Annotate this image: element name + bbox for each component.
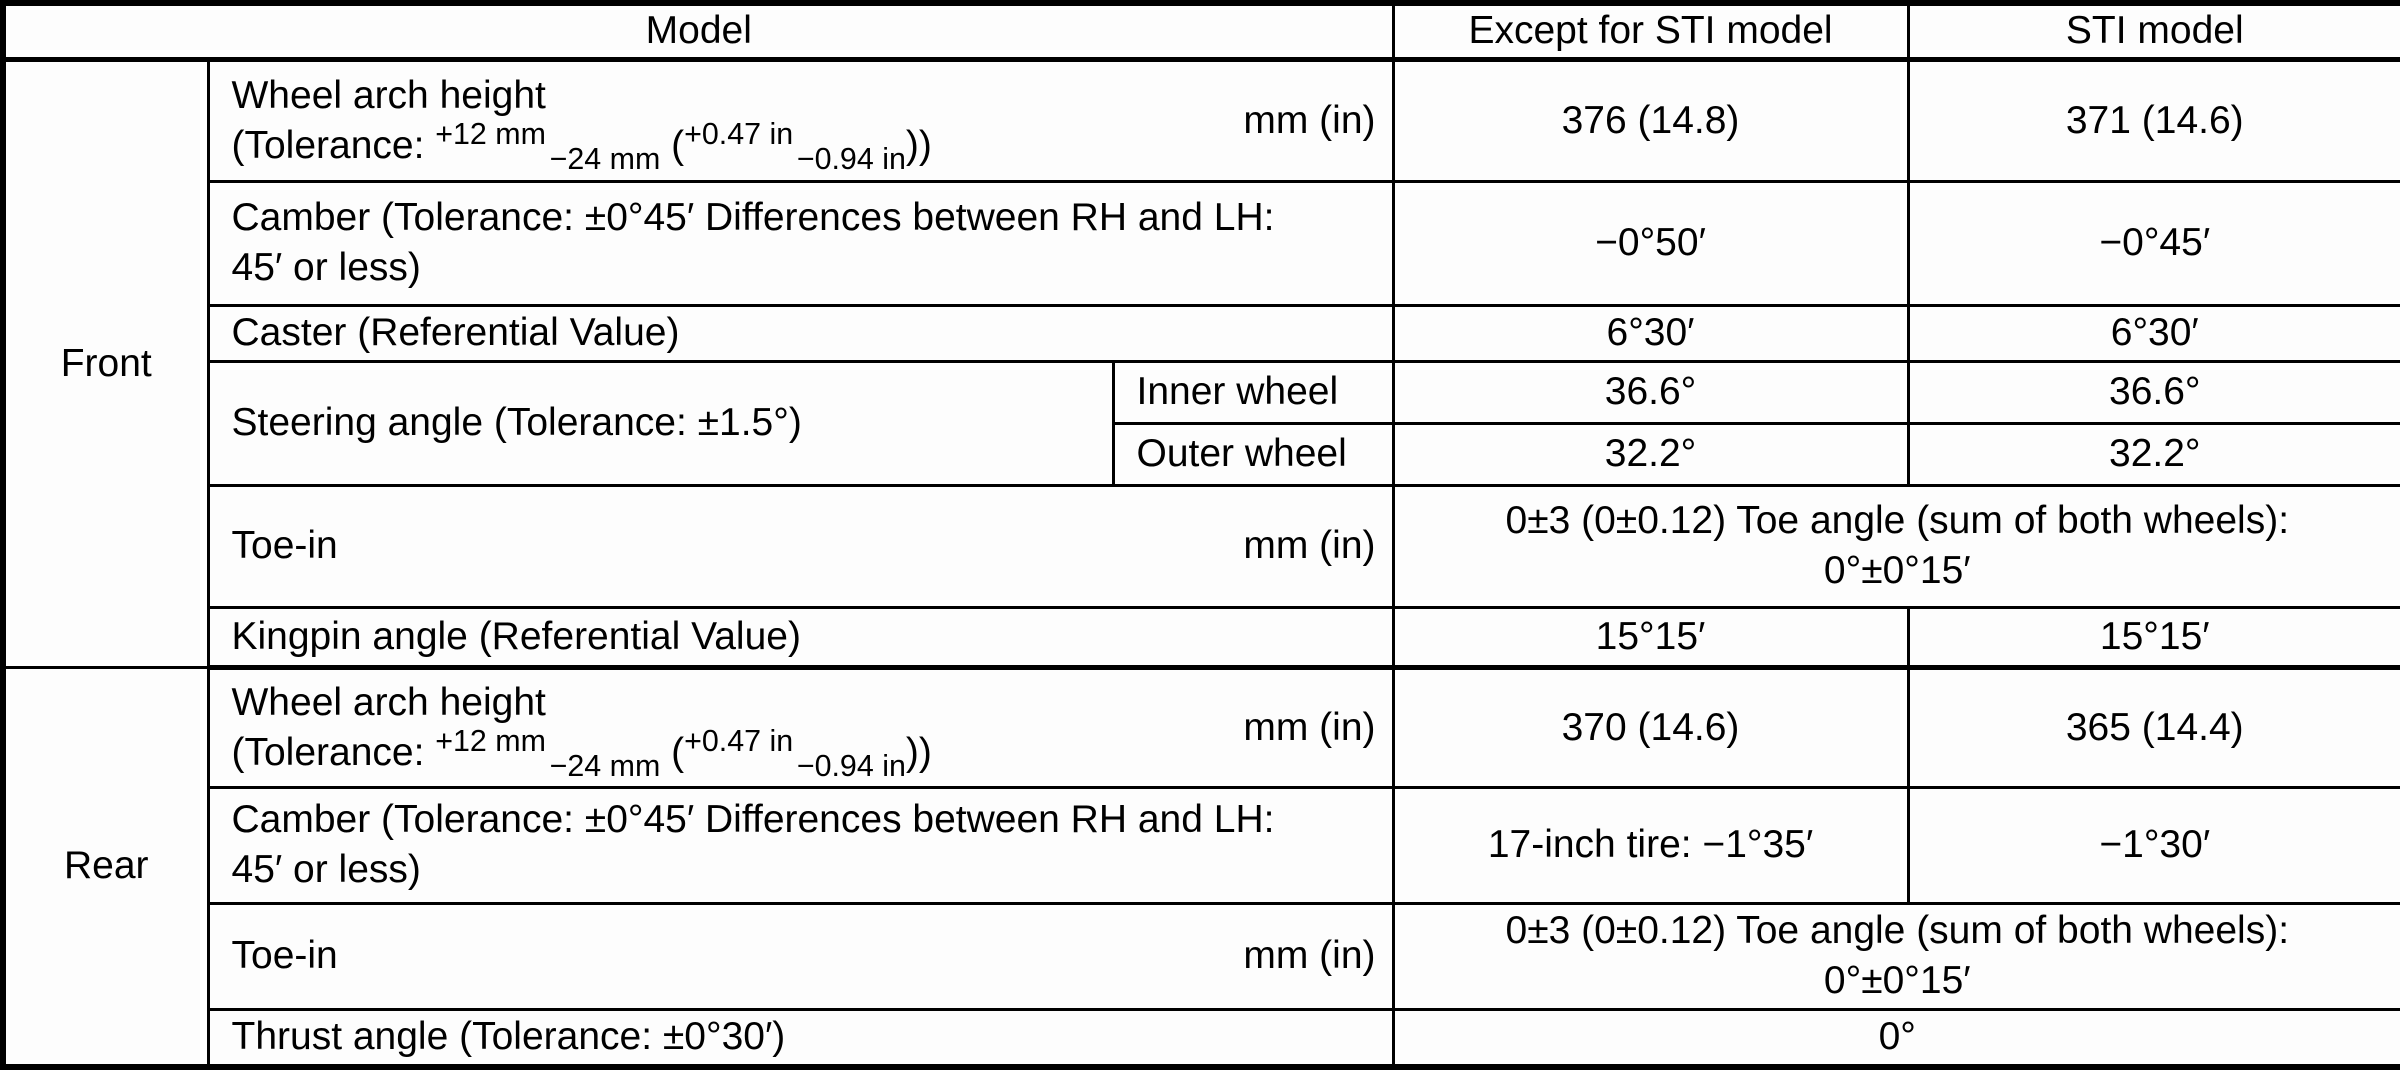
front-steering-inner-value-sti: 36.6°	[1906, 359, 2400, 425]
front-toe-in-label: Toe-in	[231, 524, 338, 568]
front-caster-value-std: 6°30′	[1391, 303, 1910, 363]
front-steering-inner-value-std: 36.6°	[1391, 359, 1910, 425]
rear-wheel-arch-label: Wheel arch height (Tolerance: +12 mm−24 …	[231, 678, 932, 784]
front-wheel-arch-title: Wheel arch height	[231, 73, 546, 117]
rear-wheel-arch-title: Wheel arch height	[231, 680, 546, 724]
front-caster-value-sti: 6°30′	[1906, 303, 2400, 363]
front-toe-in-label-cell: Toe-in mm (in)	[206, 483, 1395, 609]
rear-section-label-cell: Rear	[1, 665, 210, 1069]
front-kingpin-label: Kingpin angle (Referential Value)	[231, 614, 801, 658]
header-model-cell: Model	[1, 1, 1395, 62]
front-caster-row: Caster (Referential Value) 6°30′ 6°30′	[3, 303, 2400, 363]
front-steering-outer-label-cell: Outer wheel	[1111, 421, 1395, 487]
front-wheel-arch-tolerance: (Tolerance: +12 mm−24 mm (+0.47 in−0.94 …	[231, 116, 932, 177]
rear-wheel-arch-row: Rear Wheel arch height (Tolerance: +12 m…	[1, 665, 2400, 1069]
header-except-sti-cell: Except for STI model	[1391, 1, 1910, 62]
front-toe-in-unit: mm (in)	[1243, 524, 1376, 568]
header-sti-cell: STI model	[1906, 1, 2400, 62]
rear-wheel-arch-value-std: 370 (14.6)	[1391, 665, 1910, 789]
front-steering-inner-row: Steering angle (Tolerance: ±1.5°) Inner …	[3, 359, 2400, 487]
rear-wheel-arch-tolerance: (Tolerance: +12 mm−24 mm (+0.47 in−0.94 …	[231, 723, 932, 784]
front-steering-outer-value-std: 32.2°	[1391, 421, 1910, 487]
rear-toe-in-value: 0±3 (0±0.12) Toe angle (sum of both whee…	[1391, 901, 2400, 1011]
front-caster-label-cell: Caster (Referential Value)	[206, 303, 1395, 363]
front-wheel-arch-unit: mm (in)	[1243, 98, 1376, 142]
rear-thrust-value: 0°	[1391, 1007, 2400, 1069]
rear-camber-label: Camber (Tolerance: ±0°45′ Differences be…	[231, 798, 1275, 891]
rear-camber-label-cell: Camber (Tolerance: ±0°45′ Differences be…	[206, 785, 1395, 905]
rear-toe-in-label-cell: Toe-in mm (in)	[206, 901, 1395, 1011]
front-wheel-arch-value-sti: 371 (14.6)	[1906, 57, 2400, 183]
front-wheel-arch-row: Front Wheel arch height (Tolerance: +12 …	[1, 57, 2400, 669]
front-caster-label: Caster (Referential Value)	[231, 311, 680, 355]
rear-thrust-row: Thrust angle (Tolerance: ±0°30′) 0°	[3, 1007, 2400, 1069]
front-camber-label-cell: Camber (Tolerance: ±0°45′ Differences be…	[206, 179, 1395, 307]
front-camber-value-std: −0°50′	[1391, 179, 1910, 307]
rear-wheel-arch-unit: mm (in)	[1243, 705, 1376, 749]
front-steering-outer-label: Outer wheel	[1136, 432, 1347, 476]
front-camber-value-sti: −0°45′	[1906, 179, 2400, 307]
front-steering-label: Steering angle (Tolerance: ±1.5°)	[231, 401, 802, 445]
header-sti-label: STI model	[2065, 9, 2244, 53]
rear-thrust-label-cell: Thrust angle (Tolerance: ±0°30′)	[206, 1007, 1395, 1069]
header-row: Model Except for STI model STI model	[1, 1, 2400, 62]
front-kingpin-value-std: 15°15′	[1391, 605, 1910, 670]
rear-wheel-arch-value-sti: 365 (14.4)	[1906, 665, 2400, 789]
rear-camber-value-std: 17-inch tire: −1°35′	[1391, 785, 1910, 905]
front-wheel-arch-label-cell: Wheel arch height (Tolerance: +12 mm−24 …	[206, 57, 1395, 183]
rear-camber-value-sti: −1°30′	[1906, 785, 2400, 905]
front-kingpin-label-cell: Kingpin angle (Referential Value)	[206, 605, 1395, 670]
front-steering-label-cell: Steering angle (Tolerance: ±1.5°)	[206, 359, 1115, 487]
header-except-sti-label: Except for STI model	[1468, 9, 1833, 53]
rear-wheel-arch-label-cell: Wheel arch height (Tolerance: +12 mm−24 …	[206, 665, 1395, 789]
rear-section-label: Rear	[63, 844, 149, 888]
rear-toe-in-label: Toe-in	[231, 934, 338, 978]
rear-toe-in-row: Toe-in mm (in) 0±3 (0±0.12) Toe angle (s…	[3, 901, 2400, 1011]
front-camber-label: Camber (Tolerance: ±0°45′ Differences be…	[231, 196, 1275, 289]
front-kingpin-value-sti: 15°15′	[1906, 605, 2400, 670]
front-steering-inner-label: Inner wheel	[1136, 370, 1339, 414]
front-toe-in-row: Toe-in mm (in) 0±3 (0±0.12) Toe angle (s…	[3, 483, 2400, 609]
front-steering-outer-value-sti: 32.2°	[1906, 421, 2400, 487]
rear-thrust-label: Thrust angle (Tolerance: ±0°30′)	[231, 1015, 786, 1059]
front-section-label-cell: Front	[1, 57, 210, 669]
header-model-label: Model	[645, 9, 752, 53]
front-camber-row: Camber (Tolerance: ±0°45′ Differences be…	[3, 179, 2400, 307]
front-toe-in-value: 0±3 (0±0.12) Toe angle (sum of both whee…	[1391, 483, 2400, 609]
front-kingpin-row: Kingpin angle (Referential Value) 15°15′…	[3, 605, 2400, 670]
front-steering-outer-row: Outer wheel 32.2° 32.2°	[3, 421, 2400, 487]
front-wheel-arch-label: Wheel arch height (Tolerance: +12 mm−24 …	[231, 71, 932, 177]
front-wheel-arch-value-std: 376 (14.8)	[1391, 57, 1910, 183]
front-section-label: Front	[60, 341, 152, 385]
rear-camber-row: Camber (Tolerance: ±0°45′ Differences be…	[3, 785, 2400, 905]
front-steering-inner-label-cell: Inner wheel	[1111, 359, 1395, 425]
rear-toe-in-unit: mm (in)	[1243, 934, 1376, 978]
